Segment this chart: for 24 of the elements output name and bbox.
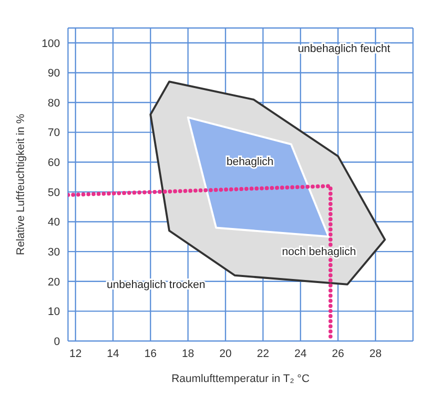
y-tick-label: 60 [48, 157, 60, 170]
y-tick-label: 80 [48, 97, 60, 110]
y-tick-label: 50 [48, 186, 60, 199]
x-tick-label: 24 [294, 348, 307, 360]
x-tick-label: 12 [69, 348, 82, 360]
x-tick-label: 18 [182, 348, 194, 360]
x-tick-label: 28 [369, 348, 382, 360]
y-tick-label: 90 [48, 68, 60, 80]
y-tick-label: 40 [48, 216, 60, 229]
y-tick-label: 0 [54, 336, 60, 348]
x-tick-label: 16 [144, 348, 157, 360]
y-axis-title: Relative Luftfeuchtigkeit in % [14, 114, 27, 256]
y-tick-label: 100 [42, 38, 60, 50]
y-tick-label: 20 [48, 276, 60, 288]
annotation: behaglich [226, 156, 274, 168]
y-tick-label: 70 [48, 127, 60, 140]
x-tick-label: 26 [332, 348, 344, 360]
x-tick-label: 14 [106, 348, 120, 360]
x-tick-label: 22 [256, 348, 270, 360]
x-axis-title: Raumlufttemperatur in T₂ °C [171, 373, 310, 385]
y-tick-label: 30 [48, 246, 60, 258]
y-tick-label: 10 [48, 306, 60, 318]
x-tick-label: 20 [219, 348, 232, 360]
annotation: noch behaglich [282, 246, 356, 258]
